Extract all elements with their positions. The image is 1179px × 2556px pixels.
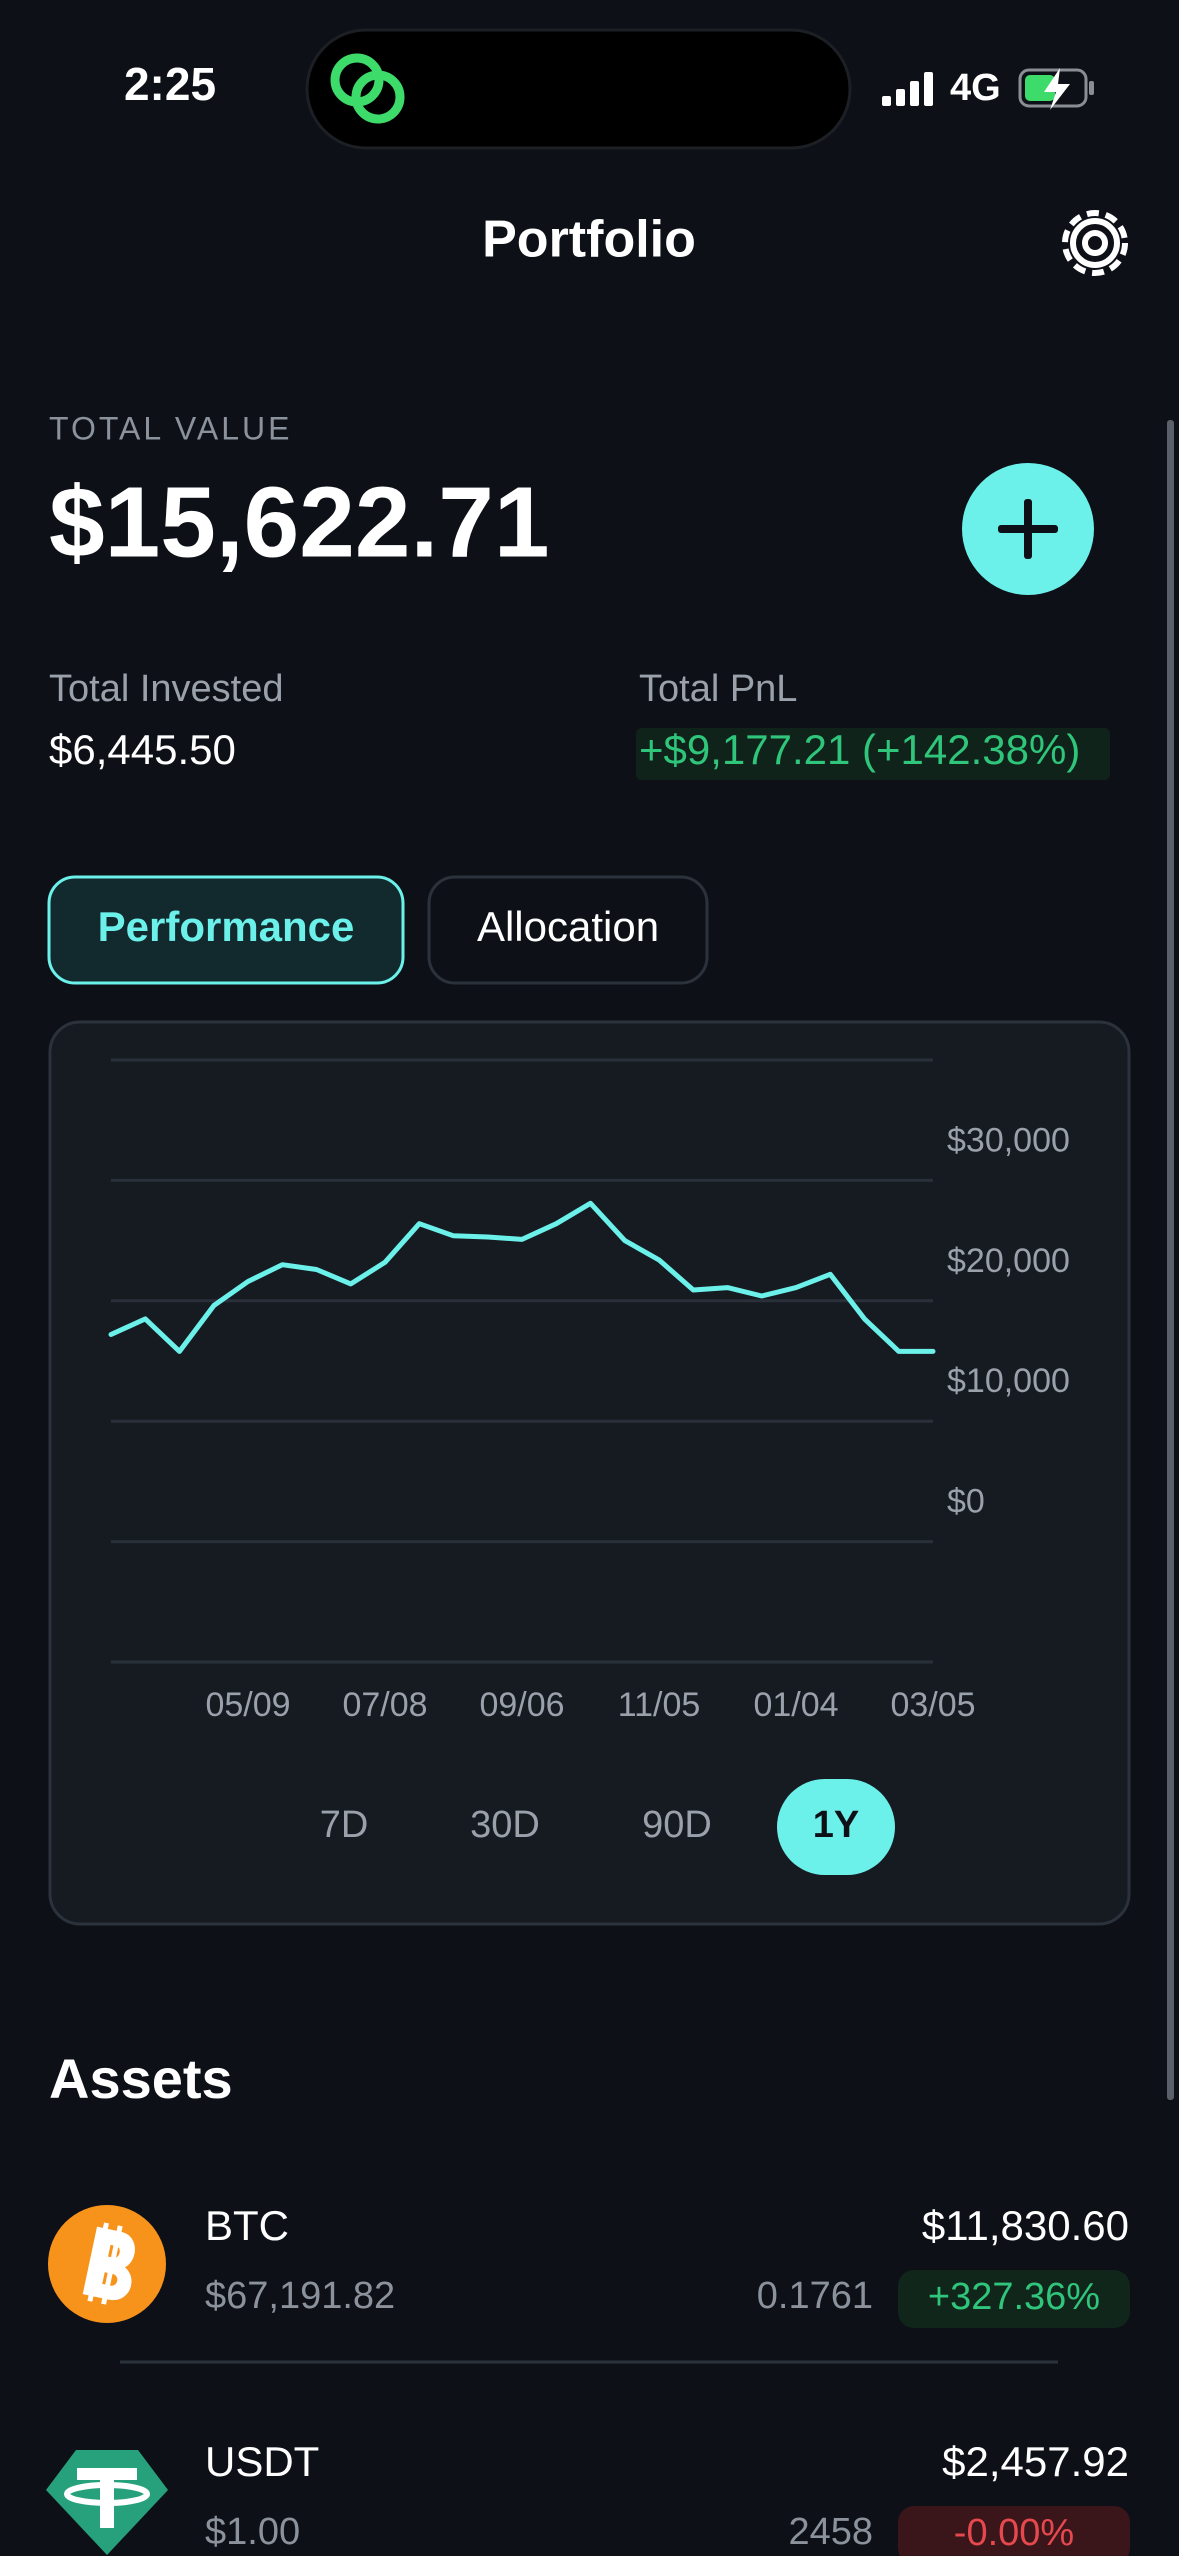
island-icon (330, 53, 405, 124)
scrollbar (1167, 420, 1174, 2100)
y-tick-label: $10,000 (947, 1362, 1070, 1400)
range-button[interactable]: 30D (470, 1804, 540, 1846)
network-label: 4G (950, 67, 1001, 109)
page-title: Portfolio (482, 211, 696, 269)
tab-label[interactable]: Allocation (477, 903, 659, 950)
x-tick-label: 03/05 (890, 1686, 975, 1724)
range-button[interactable]: 1Y (813, 1804, 859, 1846)
asset-list: BTC $67,191.82 $11,830.60 +327.36% 0.1761 USD… (120, 2202, 1130, 2556)
x-tick-label: 05/09 (205, 1686, 290, 1724)
x-tick-label: 07/08 (342, 1686, 427, 1724)
asset-value: $2,457.92 (942, 2438, 1129, 2485)
asset-change: -0.00% (954, 2512, 1074, 2554)
signal-icon (882, 72, 933, 106)
dynamic-island (305, 28, 852, 150)
tab-performance[interactable] (47, 875, 405, 985)
range-active-pill[interactable] (777, 1779, 895, 1875)
asset-amount: 0.1761 (757, 2275, 873, 2317)
asset-price: $67,191.82 (205, 2275, 395, 2317)
range-button[interactable]: 7D (320, 1804, 369, 1846)
pnl-label: Total PnL (639, 668, 797, 710)
status-time: 2:25 (124, 58, 216, 110)
asset-value: $11,830.60 (922, 2202, 1129, 2249)
change-pill (898, 2270, 1130, 2328)
pnl-value: +$9,177.21 (+142.38%) (639, 726, 1080, 773)
pnl-highlight (636, 728, 1110, 780)
tab-label[interactable]: Performance (98, 903, 355, 950)
add-button[interactable] (962, 463, 1094, 595)
assets-title: Assets (49, 2047, 233, 2110)
y-tick-label: $30,000 (947, 1121, 1070, 1159)
btc-icon (48, 2205, 166, 2323)
total-value: $15,622.71 (49, 466, 550, 578)
change-pill (898, 2506, 1130, 2556)
total-value-label: TOTAL VALUE (49, 410, 292, 446)
range-selector: 7D 30D 90D 1Y (320, 1779, 895, 1875)
invested-label: Total Invested (49, 668, 283, 710)
chart-card (48, 1020, 1131, 1926)
x-tick-label: 11/05 (618, 1686, 701, 1724)
asset-change: +327.36% (928, 2276, 1100, 2318)
asset-amount: 2458 (788, 2511, 873, 2553)
settings-button[interactable] (1062, 210, 1128, 276)
tab-allocation[interactable] (427, 875, 709, 985)
y-tick-label: $0 (947, 1483, 985, 1521)
chart: $0 $10,000 $20,000 $30,000 05/09 07/08 09/06 11… (108, 1058, 1070, 1724)
usdt-icon (46, 2450, 168, 2555)
x-tick-label: 09/06 (479, 1686, 564, 1724)
battery-icon (1018, 68, 1094, 110)
y-tick-label: $20,000 (947, 1242, 1070, 1280)
range-button[interactable]: 90D (642, 1804, 712, 1846)
x-tick-label: 01/04 (753, 1686, 838, 1724)
asset-symbol[interactable]: USDT (205, 2438, 319, 2485)
invested-value: $6,445.50 (49, 726, 236, 773)
asset-price: $1.00 (205, 2511, 300, 2553)
price-line (108, 1200, 936, 1354)
asset-symbol[interactable]: BTC (205, 2202, 289, 2249)
